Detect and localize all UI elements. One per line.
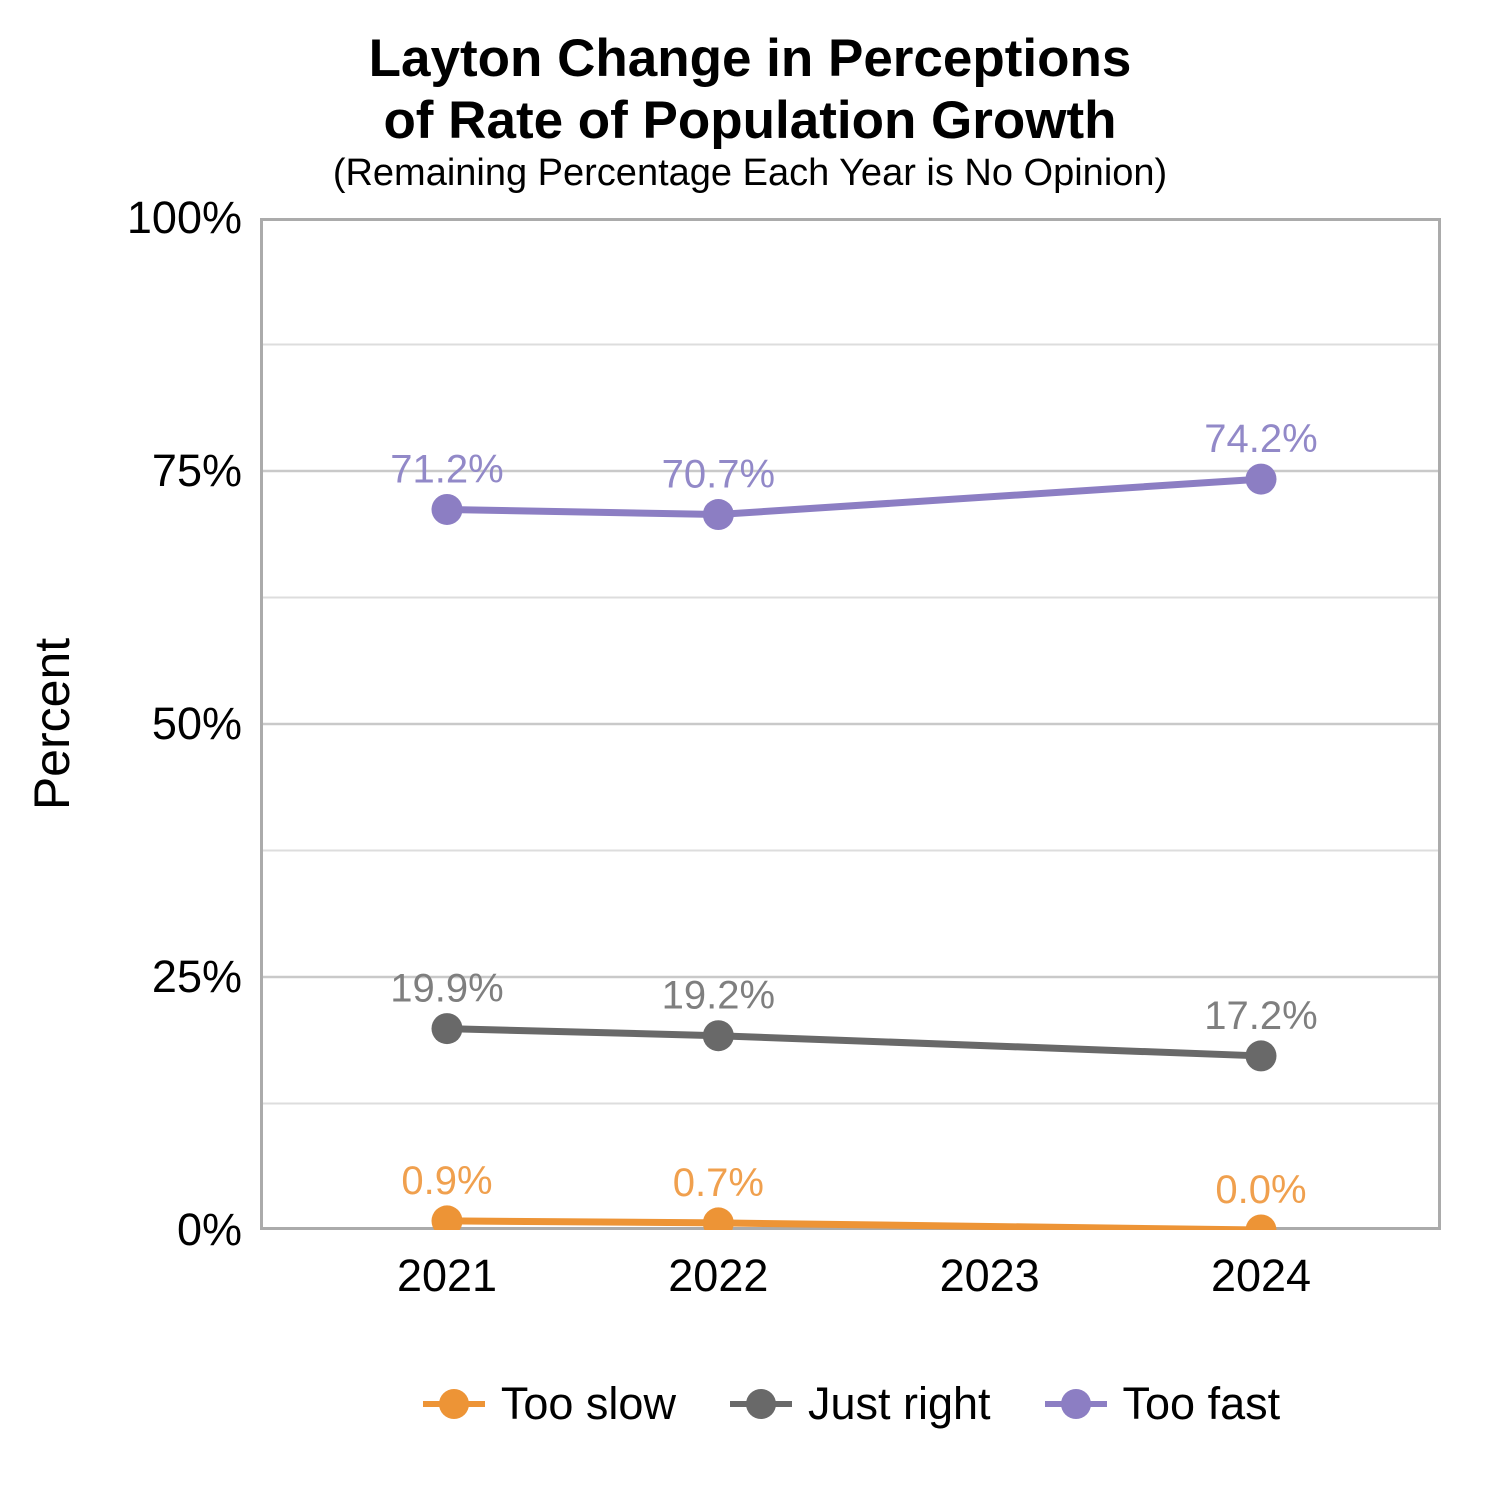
legend-key-icon [729, 1389, 792, 1419]
legend-label: Too fast [1122, 1378, 1281, 1429]
data-point-too-slow [702, 1207, 734, 1230]
data-point-just-right [1245, 1040, 1277, 1072]
plot-panel: 0.9% 0.7% 0.0% 19.9% 19.2% 17.2% 71.2% 70.7% 74.… [260, 218, 1441, 1230]
data-point-just-right [702, 1020, 734, 1052]
panel-border [260, 218, 1441, 1230]
x-tick-label: 2024 [1210, 1250, 1312, 1301]
legend: Too slow Just right Too fast [260, 1374, 1441, 1434]
series-line-just-right [446, 1025, 1262, 1060]
data-point-too-fast [702, 499, 734, 531]
y-tick-label: 0% [176, 1204, 242, 1255]
plot-area: 0.9% 0.7% 0.0% 19.9% 19.2% 17.2% 71.2% 70.7% 74.… [260, 218, 1441, 1230]
data-point-label-too-slow: 0.9% [401, 1159, 492, 1203]
y-tick-label: 100% [126, 192, 242, 243]
data-point-too-slow [431, 1205, 463, 1230]
chart-title: Layton Change in Perceptions of Rate of … [368, 29, 1132, 150]
y-tick-label: 75% [151, 445, 242, 496]
data-point-label-too-fast: 70.7% [662, 453, 775, 497]
legend-label: Just right [807, 1378, 991, 1429]
data-point-label-too-slow: 0.0% [1215, 1168, 1306, 1212]
data-point-label-just-right: 19.2% [662, 974, 775, 1018]
legend-item-too-fast: Too fast [1043, 1378, 1281, 1430]
y-tick-label: 50% [151, 698, 242, 749]
data-point-too-fast [431, 493, 463, 525]
chart-subtitle: (Remaining Percentage Each Year is No Op… [332, 152, 1168, 194]
data-point-too-slow [1245, 1214, 1277, 1230]
series-line-too-fast [446, 475, 1262, 519]
legend-key-icon [1044, 1389, 1107, 1419]
data-point-label-too-fast: 71.2% [390, 447, 503, 491]
x-tick-label: 2021 [396, 1250, 498, 1301]
data-point-label-just-right: 19.9% [390, 967, 503, 1011]
legend-label: Too slow [500, 1378, 676, 1429]
legend-item-just-right: Just right [728, 1378, 991, 1430]
legend-item-too-slow: Too slow [421, 1378, 676, 1430]
data-point-too-fast [1245, 463, 1277, 495]
data-point-label-too-slow: 0.7% [673, 1161, 764, 1205]
data-point-label-just-right: 17.2% [1204, 994, 1317, 1038]
y-tick-label: 25% [151, 951, 242, 1002]
x-tick-label: 2023 [939, 1250, 1040, 1301]
data-point-label-too-fast: 74.2% [1204, 417, 1317, 461]
data-point-just-right [431, 1013, 463, 1045]
x-tick-label: 2022 [668, 1250, 769, 1301]
legend-key-icon [422, 1389, 485, 1419]
